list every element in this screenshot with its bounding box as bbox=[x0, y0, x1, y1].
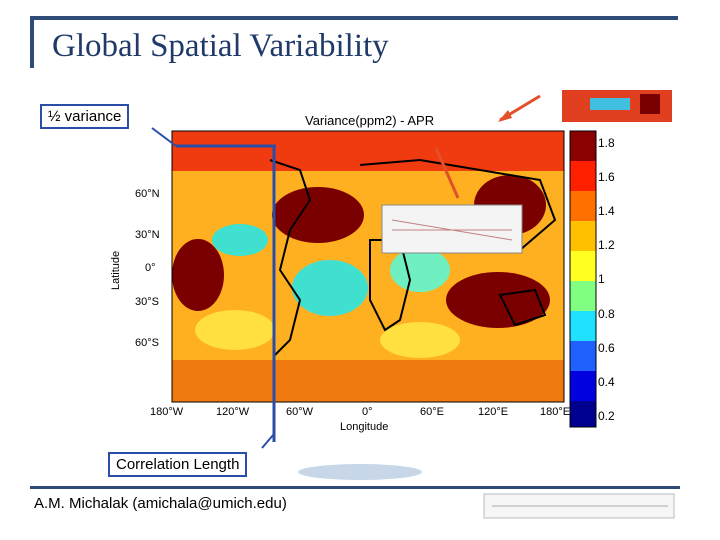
lat-tick-30s: 30°S bbox=[135, 296, 159, 308]
colorbar-tick: 0.4 bbox=[598, 375, 615, 389]
map-title: Variance(ppm2) - APR bbox=[305, 113, 435, 128]
colorbar-tick: 1.8 bbox=[598, 136, 615, 150]
blob-indian bbox=[446, 272, 550, 328]
colorbar-tick: 1.2 bbox=[598, 238, 615, 252]
footer-author: A.M. Michalak (amichala@umich.edu) bbox=[34, 495, 287, 512]
blob-cyan-1 bbox=[212, 224, 268, 256]
correlation-length-callout: Correlation Length bbox=[108, 452, 248, 477]
lon-tick-120w: 120°W bbox=[216, 406, 250, 418]
blob-pacific-east bbox=[172, 239, 224, 311]
slide-title: Global Spatial Variability bbox=[52, 28, 389, 64]
lon-tick-120e: 120°E bbox=[478, 406, 509, 418]
colorbar-tick: 1.6 bbox=[598, 170, 615, 184]
blob-yellow bbox=[195, 310, 275, 350]
lon-tick-60w: 60°W bbox=[286, 406, 314, 418]
lon-tick-0: 0° bbox=[362, 406, 373, 418]
colorbar bbox=[569, 130, 597, 428]
lat-tick-0: 0° bbox=[145, 262, 156, 274]
blob-cyan-2 bbox=[292, 260, 368, 316]
title-rule bbox=[30, 16, 678, 20]
lat-tick-60s: 60°S bbox=[135, 337, 159, 349]
coast-australia bbox=[498, 288, 547, 327]
blob-atlantic-north bbox=[272, 187, 364, 243]
lon-tick-60e: 60°E bbox=[420, 406, 444, 418]
colorbar-tick: 0.6 bbox=[598, 341, 615, 355]
lon-tick-180w: 180°W bbox=[150, 406, 184, 418]
red-arrow-mid bbox=[434, 147, 460, 199]
colorbar-tick: 1 bbox=[598, 272, 605, 286]
map-border bbox=[171, 130, 565, 403]
callout-pointer-top bbox=[151, 127, 177, 147]
y-axis-label: Latitude bbox=[110, 250, 122, 290]
title-rule-left bbox=[30, 16, 34, 68]
lat-tick-60n: 60°N bbox=[135, 188, 160, 200]
blob-yellow-2 bbox=[380, 322, 460, 358]
half-variance-callout: ½ variance bbox=[40, 104, 130, 129]
colorbar-tick: 0.8 bbox=[598, 307, 615, 321]
callout-shadow bbox=[298, 464, 422, 480]
callout-pointer-bottom bbox=[261, 433, 275, 449]
footer-rule bbox=[30, 486, 680, 489]
x-axis-label: Longitude bbox=[340, 421, 389, 433]
colorbar-tick: 1.4 bbox=[598, 204, 615, 218]
map-field bbox=[172, 131, 564, 402]
coast-americas bbox=[269, 159, 312, 356]
map-bottom-band bbox=[172, 360, 564, 402]
lon-tick-180e: 180°E bbox=[540, 406, 571, 418]
colorbar-tick: 0.2 bbox=[598, 409, 615, 423]
lat-tick-30n: 30°N bbox=[135, 229, 160, 241]
blob-cyan-3 bbox=[390, 248, 450, 292]
inset-plot bbox=[381, 204, 523, 254]
